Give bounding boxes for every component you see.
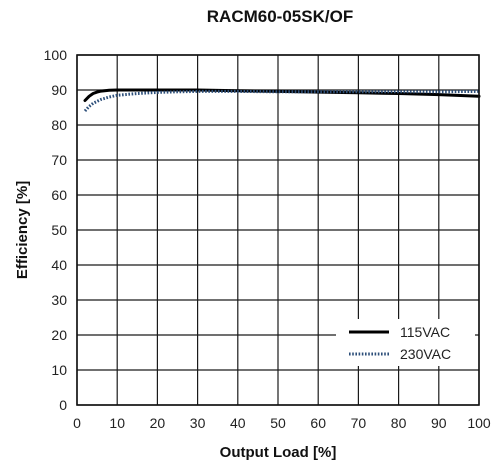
x-tick-label: 20 — [150, 415, 166, 431]
x-tick-label: 30 — [190, 415, 206, 431]
x-tick-label: 70 — [351, 415, 367, 431]
y-tick-label: 0 — [59, 397, 67, 413]
y-tick-label: 20 — [51, 327, 67, 343]
x-tick-label: 50 — [270, 415, 286, 431]
y-tick-label: 80 — [51, 117, 67, 133]
y-tick-label: 60 — [51, 187, 67, 203]
x-tick-label: 40 — [230, 415, 246, 431]
x-tick-label: 100 — [467, 415, 491, 431]
y-tick-label: 10 — [51, 362, 67, 378]
x-tick-label: 80 — [391, 415, 407, 431]
x-tick-label: 10 — [109, 415, 125, 431]
series-line-230vac — [83, 89, 480, 112]
y-tick-label: 100 — [44, 47, 68, 63]
y-tick-label: 90 — [51, 82, 67, 98]
y-tick-labels: 0 10 20 30 40 50 60 70 80 90 100 — [44, 47, 68, 413]
x-tick-label: 0 — [73, 415, 81, 431]
y-axis-label: Efficiency [%] — [14, 181, 31, 279]
x-axis-label: Output Load [%] — [220, 444, 337, 461]
y-tick-label: 30 — [51, 292, 67, 308]
x-tick-labels: 0 10 20 30 40 50 60 70 80 90 100 — [73, 415, 491, 431]
x-tick-label: 60 — [310, 415, 326, 431]
y-tick-label: 70 — [51, 152, 67, 168]
plot-frame — [76, 54, 480, 406]
chart-title: RACM60-05SK/OF — [207, 7, 353, 26]
legend-label-115vac: 115VAC — [400, 324, 450, 340]
legend-label-230vac: 230VAC — [400, 346, 451, 362]
y-tick-label: 40 — [51, 257, 67, 273]
legend-background — [336, 319, 475, 366]
legend: 115VAC 230VAC — [336, 319, 475, 366]
x-tick-label: 90 — [431, 415, 447, 431]
y-tick-label: 50 — [51, 222, 67, 238]
series-lines — [83, 88, 481, 112]
